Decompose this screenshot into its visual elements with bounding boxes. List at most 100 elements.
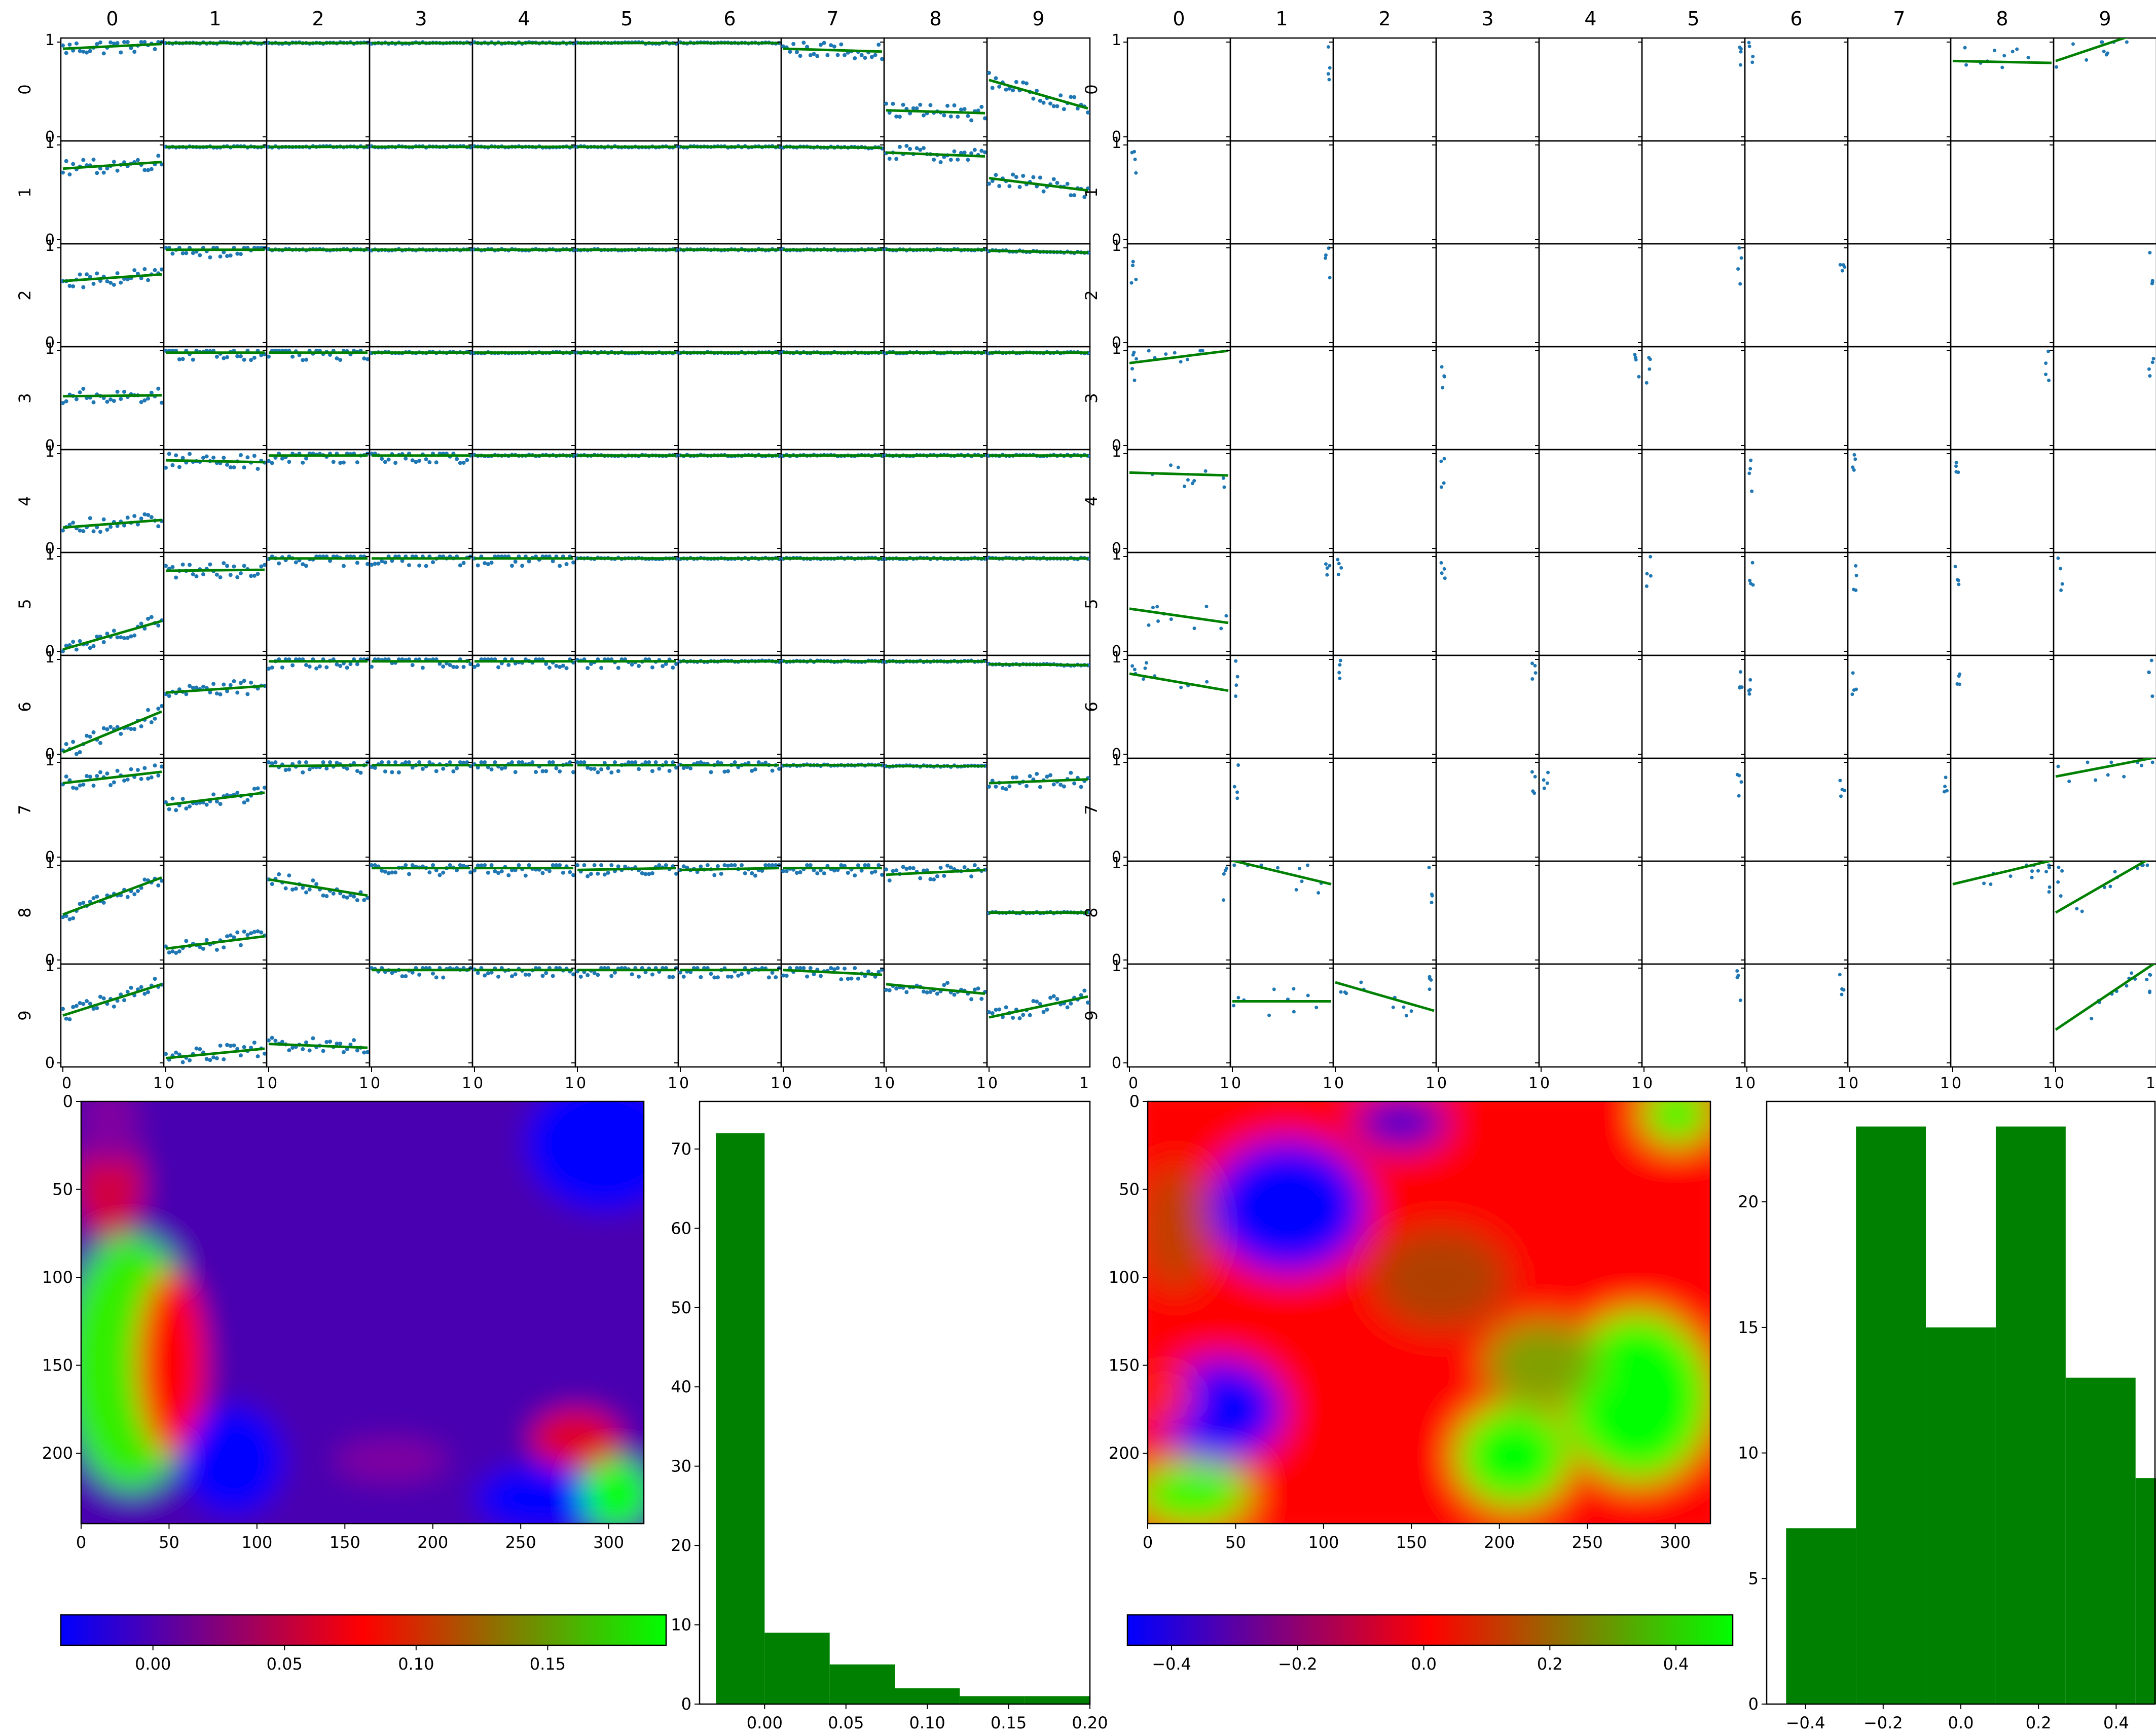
point (1440, 571, 1444, 575)
point (1011, 88, 1015, 93)
point (149, 720, 154, 725)
point (91, 644, 96, 648)
cell-1-9 (2050, 140, 2156, 245)
point (1989, 882, 1993, 886)
point (95, 1006, 99, 1011)
point (2104, 53, 2108, 57)
point (160, 400, 164, 405)
point (1317, 891, 1321, 895)
point (1738, 282, 1742, 286)
point (335, 356, 339, 361)
point (112, 41, 116, 46)
cell-5-9 (2050, 551, 2156, 656)
point (1839, 794, 1843, 798)
point (1338, 663, 1342, 667)
y-tick-label: 1 (45, 443, 55, 461)
point (1649, 555, 1653, 559)
point (214, 691, 219, 696)
point (722, 769, 727, 774)
cell-frame (1126, 963, 1231, 1068)
cell-2-3 (1432, 243, 1540, 348)
cell-frame (266, 860, 371, 965)
point (1441, 386, 1445, 390)
fit-line (886, 868, 985, 876)
point (1142, 677, 1146, 681)
point (180, 1060, 185, 1064)
point (139, 40, 143, 44)
point (458, 461, 462, 465)
cell-frame (1744, 243, 1849, 348)
point (2057, 865, 2061, 869)
point (85, 774, 89, 779)
point (740, 863, 744, 867)
point (1169, 617, 1173, 621)
fit-line (2055, 758, 2155, 778)
point (232, 564, 236, 569)
cell-2-2 (1329, 243, 1437, 348)
point (142, 40, 147, 44)
row-label: 2 (1082, 290, 1101, 300)
point (85, 272, 89, 277)
point (1531, 789, 1535, 793)
point (122, 40, 127, 44)
point (328, 760, 333, 764)
cell-frame (1332, 654, 1437, 759)
point (74, 786, 79, 791)
point (328, 1039, 333, 1044)
point (249, 680, 253, 685)
point (222, 250, 226, 254)
point (424, 564, 428, 568)
point (71, 284, 76, 288)
cell-frame (2053, 243, 2156, 348)
point (534, 770, 538, 774)
cell-frame (1847, 963, 1952, 1068)
point (355, 662, 359, 667)
point (483, 973, 487, 978)
point (1065, 181, 1070, 186)
y-tick-label: 20 (671, 1536, 691, 1555)
point (1327, 78, 1331, 82)
point (2059, 588, 2063, 592)
cell-8-2 (1329, 860, 1437, 965)
point (458, 863, 462, 867)
point (592, 971, 597, 975)
x-tick-label: 0 (1143, 1533, 1153, 1552)
point (1325, 566, 1329, 570)
point (1751, 55, 1755, 59)
point (352, 894, 356, 899)
point (1144, 661, 1148, 665)
point (95, 42, 99, 47)
point (2099, 40, 2103, 44)
point (1749, 458, 1753, 462)
point (513, 972, 518, 977)
cell-6-0: 106 (1082, 649, 1231, 763)
point (324, 1040, 329, 1044)
cell-frame (883, 37, 988, 142)
point (1359, 980, 1363, 984)
point (966, 158, 970, 162)
cell-frame (266, 654, 371, 759)
point (1147, 349, 1151, 353)
cell-2-6 (1741, 243, 1849, 348)
cell-2-9 (2050, 243, 2156, 348)
column-label: 4 (518, 8, 530, 30)
point (558, 664, 562, 669)
point (139, 777, 143, 781)
cell-0-1: 1 (160, 8, 268, 142)
point (715, 864, 720, 868)
point (1439, 561, 1443, 565)
cell-frame (369, 346, 473, 451)
point (188, 563, 192, 567)
fit-line (886, 983, 985, 995)
point (81, 49, 86, 54)
point (174, 575, 178, 580)
point (88, 516, 92, 521)
y-tick-label: 1 (45, 134, 55, 152)
point (294, 560, 298, 565)
point (149, 775, 154, 780)
cell-7-6 (674, 757, 782, 862)
point (146, 168, 151, 172)
point (142, 168, 147, 172)
point (887, 157, 892, 161)
